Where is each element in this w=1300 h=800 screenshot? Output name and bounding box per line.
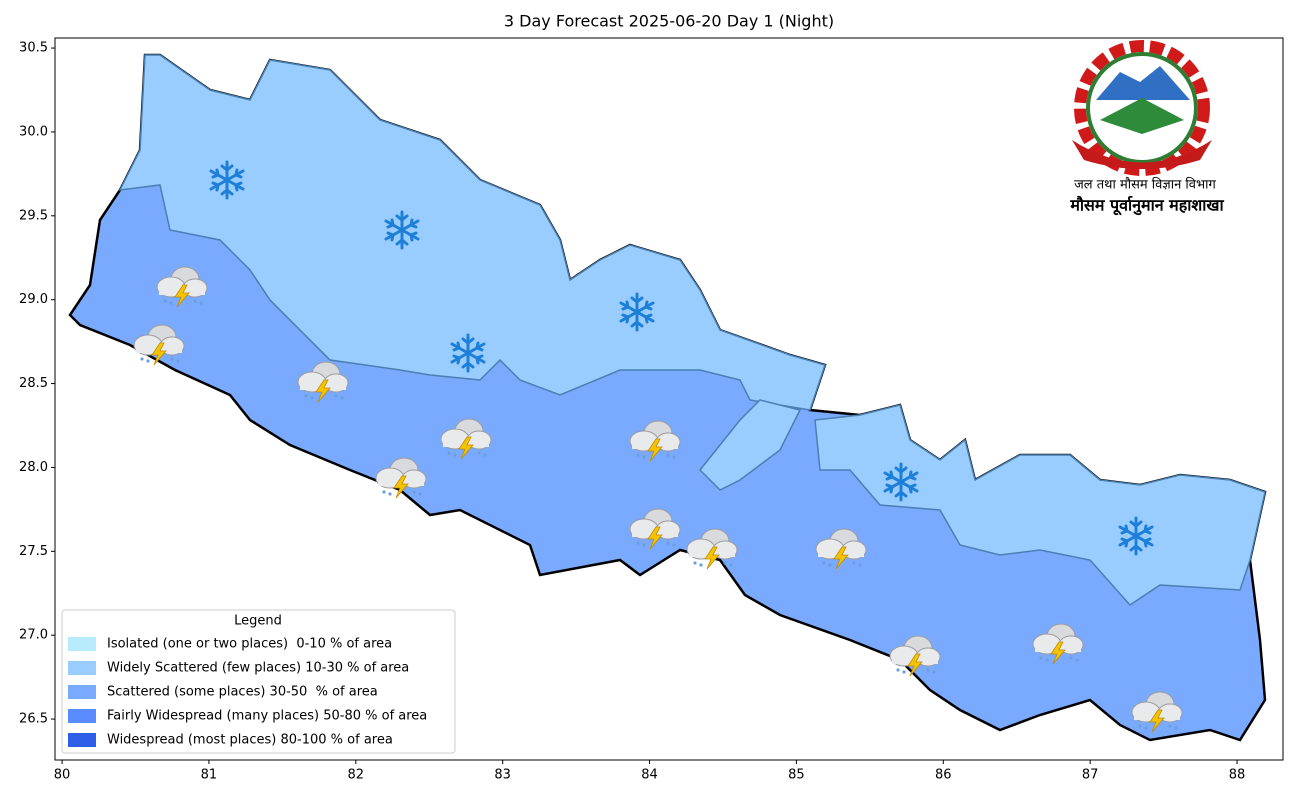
y-tick-label: 27.0 <box>19 628 48 643</box>
legend-swatch <box>68 637 96 651</box>
y-tick-label: 27.5 <box>19 544 48 559</box>
x-tick-label: 82 <box>348 768 365 783</box>
legend-label: Fairly Widespread (many places) 50-80 % … <box>107 709 427 724</box>
legend-swatch <box>68 661 96 675</box>
region-widely-scattered <box>814 404 1266 606</box>
legend: Legend Isolated (one or two places) 0-10… <box>61 609 456 754</box>
x-tick-label: 80 <box>54 768 71 783</box>
legend-swatch <box>68 733 96 747</box>
x-tick-label: 83 <box>494 768 511 783</box>
y-tick-label: 29.0 <box>19 292 48 307</box>
logo: जल तथा मौसम विज्ञान विभाग मौसम पूर्वानुम… <box>1069 40 1225 216</box>
logo-line1: जल तथा मौसम विज्ञान विभाग <box>1074 177 1216 193</box>
y-tick-label: 28.0 <box>19 460 48 475</box>
x-tick-label: 81 <box>201 768 218 783</box>
y-tick-label: 30.0 <box>19 124 48 139</box>
x-tick-label: 85 <box>788 768 805 783</box>
legend-label: Isolated (one or two places) 0-10 % of a… <box>107 637 392 652</box>
y-tick-label: 30.5 <box>19 41 48 56</box>
axes: 80 81 82 83 84 85 86 87 88 26.5 27.0 27.5 28.0 28.5 29… <box>19 41 1245 783</box>
regions <box>68 53 1267 742</box>
x-tick-label: 84 <box>641 768 658 783</box>
plot-frame <box>54 37 1284 761</box>
x-tick-label: 86 <box>935 768 952 783</box>
y-tick-label: 29.5 <box>19 208 48 223</box>
y-tick-label: 26.5 <box>19 712 48 727</box>
legend-label: Widespread (most places) 80-100 % of are… <box>107 733 393 748</box>
legend-label: Scattered (some places) 30-50 % of area <box>107 685 378 700</box>
x-tick-label: 87 <box>1082 768 1099 783</box>
y-tick-label: 28.5 <box>19 376 48 391</box>
legend-swatch <box>68 709 96 723</box>
region-widely-scattered <box>698 399 802 491</box>
legend-swatch <box>68 685 96 699</box>
legend-title: Legend <box>234 614 282 629</box>
region-widely-scattered <box>118 54 826 411</box>
logo-line2: मौसम पूर्वानुमान महाशाखा <box>1069 196 1224 216</box>
legend-label: Widely Scattered (few places) 10-30 % of… <box>107 661 409 676</box>
title: 3 Day Forecast 2025-06-20 Day 1 (Night) <box>504 12 834 31</box>
x-tick-label: 88 <box>1229 768 1246 783</box>
